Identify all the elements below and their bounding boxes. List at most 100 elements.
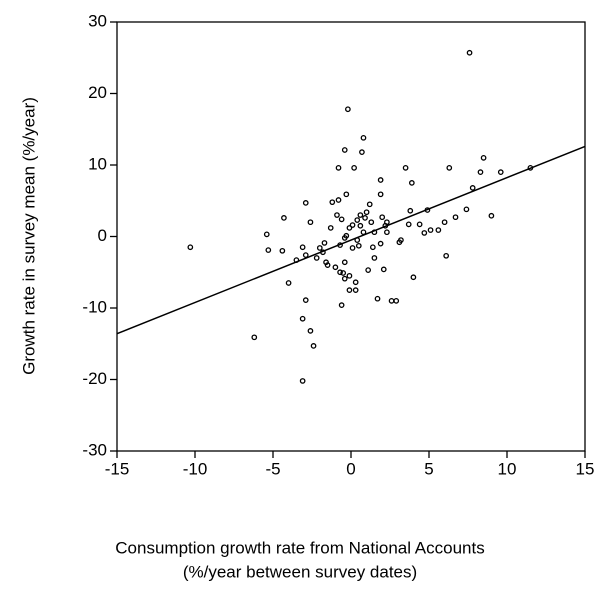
point <box>377 191 384 198</box>
point <box>251 334 258 341</box>
point <box>359 149 365 155</box>
point <box>408 180 415 186</box>
point <box>349 245 356 251</box>
point <box>371 255 378 261</box>
y-tick-label: -10 <box>82 297 107 316</box>
point <box>335 197 342 203</box>
point <box>362 215 368 221</box>
point <box>384 229 390 236</box>
point <box>480 155 487 161</box>
point <box>427 227 434 233</box>
point <box>435 227 442 233</box>
point <box>416 221 423 228</box>
point <box>351 165 357 171</box>
point <box>349 222 356 228</box>
point <box>302 252 309 258</box>
point <box>343 191 350 198</box>
point <box>279 247 286 254</box>
point <box>307 328 314 334</box>
point <box>405 221 412 228</box>
y-tick-label: -20 <box>82 369 107 388</box>
point <box>299 315 306 322</box>
point <box>407 207 414 214</box>
point <box>497 169 504 175</box>
point <box>452 214 459 221</box>
point <box>377 177 384 183</box>
point <box>337 269 343 276</box>
point <box>354 217 361 223</box>
point <box>324 262 331 268</box>
point <box>393 297 400 304</box>
point <box>477 169 484 175</box>
x-axis-label: (%/year between survey dates) <box>183 562 417 581</box>
point <box>374 295 381 302</box>
point <box>265 247 272 253</box>
x-tick-label: 0 <box>346 459 355 478</box>
point <box>398 237 404 243</box>
point <box>341 259 348 266</box>
point <box>352 279 359 286</box>
x-tick-label: 15 <box>576 459 595 478</box>
point <box>366 201 373 208</box>
point <box>302 200 309 206</box>
point <box>377 240 384 247</box>
point <box>313 255 320 261</box>
point <box>463 206 470 213</box>
x-tick-label: -10 <box>183 459 208 478</box>
point <box>281 215 287 221</box>
point <box>469 185 476 191</box>
point <box>402 165 409 171</box>
point <box>340 270 347 276</box>
point <box>360 134 367 141</box>
point <box>338 302 345 308</box>
point <box>466 49 473 56</box>
point <box>365 267 372 273</box>
point <box>357 212 364 218</box>
point <box>379 214 386 221</box>
point <box>302 297 309 303</box>
point <box>410 274 417 281</box>
point <box>446 165 453 171</box>
point <box>316 245 323 251</box>
point <box>341 275 348 282</box>
point <box>329 199 336 206</box>
plot-frame <box>116 21 586 452</box>
point <box>380 266 387 273</box>
point <box>346 287 353 293</box>
y-tick-label: 10 <box>88 154 107 173</box>
point <box>363 209 370 216</box>
point <box>341 147 348 153</box>
y-tick-label: 20 <box>88 83 107 102</box>
point <box>343 232 350 239</box>
point <box>335 165 342 171</box>
x-tick-label: 10 <box>498 459 517 478</box>
x-axis-label: Consumption growth rate from National Ac… <box>115 538 484 557</box>
point <box>187 244 194 251</box>
point <box>352 287 359 293</box>
point <box>443 252 450 259</box>
point <box>327 225 334 231</box>
point <box>388 297 395 304</box>
point <box>488 212 495 219</box>
point <box>368 219 375 226</box>
point <box>299 378 306 384</box>
fit-line <box>116 145 586 335</box>
point <box>346 272 353 279</box>
point <box>263 231 270 238</box>
point <box>285 280 292 286</box>
y-tick-label: -30 <box>82 440 107 459</box>
x-tick-label: 5 <box>424 459 433 478</box>
point <box>355 242 362 249</box>
point <box>421 230 428 236</box>
y-tick-label: 0 <box>98 226 107 245</box>
point <box>369 244 376 251</box>
x-tick-label: -5 <box>265 459 280 478</box>
point <box>384 219 390 226</box>
point <box>310 343 317 349</box>
point <box>345 106 351 113</box>
point <box>346 225 353 231</box>
point <box>441 219 448 226</box>
point <box>334 212 340 218</box>
point <box>338 216 345 223</box>
